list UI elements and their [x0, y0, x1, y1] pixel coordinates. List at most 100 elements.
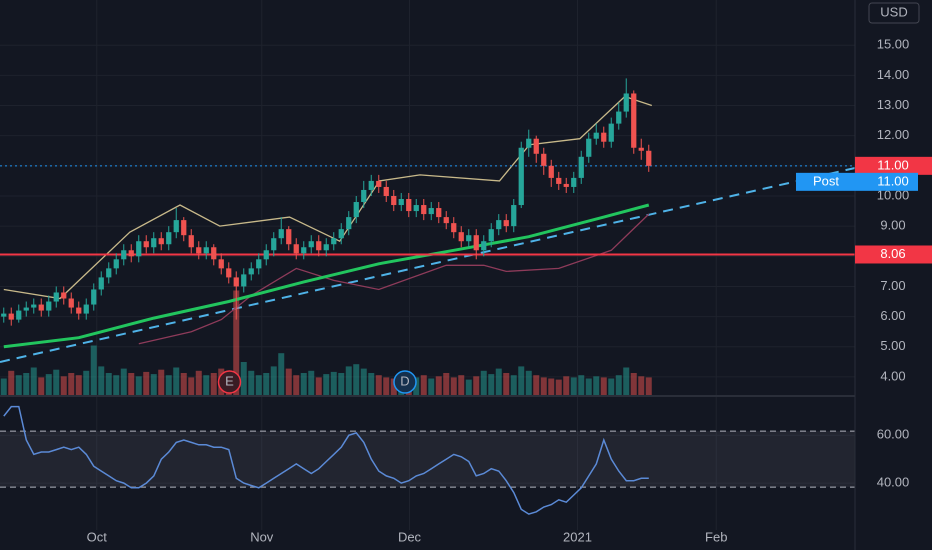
candle-body [383, 186, 389, 196]
candle-body [61, 292, 67, 299]
volume-bar [105, 373, 112, 395]
volume-bar [555, 379, 562, 395]
candle-body [428, 208, 434, 215]
candle-body [601, 132, 607, 142]
volume-bar [360, 368, 367, 395]
candle-body [308, 241, 314, 248]
candle-body [248, 268, 254, 275]
candle-body [548, 165, 554, 178]
candle-body [211, 247, 217, 260]
candle-body [466, 235, 472, 242]
post-label: 11.00 [877, 173, 909, 188]
currency[interactable]: USD [880, 4, 907, 19]
volume-bar [518, 366, 525, 395]
candle-body [376, 180, 382, 187]
volume-bar [30, 367, 37, 395]
volume-bar [113, 375, 120, 395]
candle-body [158, 238, 164, 245]
candle-body [391, 195, 397, 206]
candle-body [361, 189, 367, 203]
volume-bar [90, 345, 97, 395]
volume-bar [450, 377, 457, 395]
candle-body [23, 307, 29, 311]
volume-bar [315, 377, 322, 395]
volume-bar [525, 370, 532, 395]
candle-body [143, 241, 149, 248]
candle-body [593, 132, 599, 139]
candle-body [98, 277, 104, 290]
volume-bar [248, 370, 255, 395]
candle-body [556, 177, 562, 184]
y-tick-label: 60.00 [877, 427, 910, 442]
y-tick-label: 9.00 [880, 218, 905, 233]
candle-body [136, 241, 142, 257]
candle-body [526, 138, 532, 148]
volume-bar [638, 376, 645, 395]
candle-body [436, 208, 442, 218]
volume-bar [503, 373, 510, 395]
volume-bar [308, 370, 315, 395]
y-tick-label: 12.00 [877, 127, 910, 142]
volume-bar [210, 373, 217, 395]
event-label: D [400, 373, 409, 388]
candle-body [301, 247, 307, 254]
volume-bar [120, 368, 127, 395]
volume-bar [278, 353, 285, 395]
candle-body [113, 259, 119, 269]
y-tick-label: 7.00 [880, 278, 905, 293]
rsi-band-fill [0, 431, 855, 488]
candle-body [1, 313, 7, 317]
candle-body [496, 220, 502, 230]
grid [0, 0, 855, 530]
candle-body [53, 292, 59, 302]
candle-body [218, 259, 224, 269]
candle-body [458, 232, 464, 242]
candle-body [263, 250, 269, 260]
candle-body [38, 304, 44, 311]
candle-body [181, 220, 187, 236]
candle-body [151, 238, 157, 248]
candle-body [166, 232, 172, 245]
volume-bar [330, 371, 337, 395]
level-label: 8.06 [880, 246, 905, 261]
post-name: Post [813, 173, 839, 188]
volume-bar [285, 368, 292, 395]
level-label-box [855, 245, 932, 264]
volume-bar [375, 375, 382, 395]
x-tick-label: Dec [398, 529, 422, 544]
volume-bar [563, 376, 570, 395]
volume-bar [458, 375, 465, 395]
volume-bar [435, 376, 442, 395]
volume-bar [593, 376, 600, 395]
volume-bar [533, 375, 540, 395]
event-marker [217, 370, 242, 394]
candle-body [586, 138, 592, 157]
y-tick-label: 6.00 [880, 308, 905, 323]
volume-bar [428, 378, 435, 395]
candle-body [121, 250, 127, 260]
last-price-label-box [855, 156, 932, 175]
candle-body [488, 229, 494, 242]
volume-bar [23, 373, 30, 395]
x-tick-label: 2021 [563, 529, 592, 544]
candle-body [338, 229, 344, 239]
candle-body [518, 147, 524, 206]
volume-bar [263, 373, 270, 395]
volume-bar [300, 373, 307, 395]
candle-body [608, 123, 614, 142]
candle-body [293, 244, 299, 254]
volume-bar [480, 370, 487, 395]
lower-band [138, 213, 650, 345]
volume-bar [488, 374, 495, 395]
candle-body [421, 205, 427, 215]
volume-bar [8, 370, 15, 395]
volume-bar [128, 373, 135, 395]
candle-body [481, 241, 487, 251]
volume-bar [338, 373, 345, 395]
volume-bar [465, 379, 472, 395]
y-tick-label: 15.00 [877, 37, 910, 52]
candle-body [271, 238, 277, 251]
candle-body [46, 301, 52, 311]
currency-box[interactable] [868, 2, 920, 24]
